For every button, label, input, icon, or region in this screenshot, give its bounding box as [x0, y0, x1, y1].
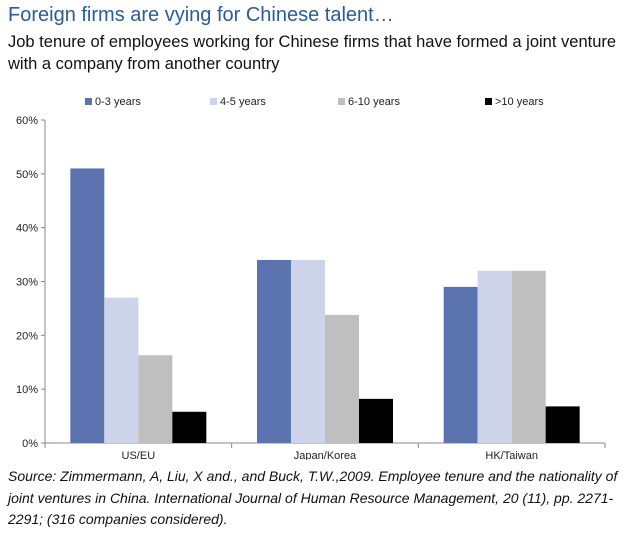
legend-swatch — [210, 98, 217, 105]
y-tick-label: 60% — [16, 115, 38, 127]
bar-japan-korea-2 — [291, 259, 325, 443]
y-tick-label: 50% — [16, 169, 38, 181]
bar-chart: 0-3 years 4-5 years 6-10 years >10 years 0%… — [16, 96, 606, 460]
y-tick-label: 40% — [16, 223, 38, 235]
y-tick-label: 30% — [16, 277, 38, 289]
y-tick-label: 0% — [22, 438, 38, 450]
bar-us-eu-1 — [70, 168, 105, 443]
legend-label: 4-5 years — [220, 96, 266, 108]
legend-swatch — [338, 98, 345, 105]
source-note: Source: Zimmermann, A, Liu, X and., and … — [8, 468, 618, 527]
x-category-label: Japan/Korea — [294, 450, 357, 460]
bar-japan-korea-4 — [359, 398, 393, 443]
bar-us-eu-3 — [138, 355, 173, 443]
x-category-label: US/EU — [122, 450, 156, 460]
y-axis: 0% 10% 20% 30% 40% 50% 60% — [16, 115, 46, 450]
legend-label: 6-10 years — [348, 96, 400, 108]
bar-us-eu-2 — [104, 297, 139, 443]
legend-swatch — [485, 98, 492, 105]
bars — [70, 168, 580, 443]
chart-title: Foreign firms are vying for Chinese tale… — [8, 4, 394, 26]
bar-japan-korea-1 — [257, 259, 291, 443]
y-tick-label: 10% — [16, 384, 38, 396]
bar-hk-taiwan-1 — [443, 286, 478, 443]
x-axis: US/EU Japan/Korea HK/Taiwan — [44, 442, 606, 460]
chart-subtitle: Job tenure of employees working for Chin… — [8, 33, 617, 73]
bar-hk-taiwan-4 — [545, 406, 580, 443]
bar-japan-korea-3 — [325, 314, 359, 443]
x-category-label: HK/Taiwan — [485, 450, 538, 460]
bar-hk-taiwan-2 — [477, 270, 512, 443]
legend-swatch — [85, 98, 92, 105]
legend-label: 0-3 years — [95, 96, 141, 108]
legend: 0-3 years 4-5 years 6-10 years >10 years — [85, 96, 544, 108]
bar-us-eu-4 — [172, 411, 207, 443]
legend-label: >10 years — [495, 96, 544, 108]
y-tick-label: 20% — [16, 330, 38, 342]
bar-hk-taiwan-3 — [511, 270, 546, 443]
